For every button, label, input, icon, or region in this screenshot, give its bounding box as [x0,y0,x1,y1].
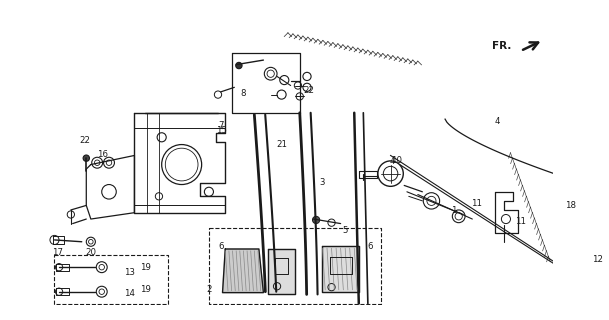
Text: 22: 22 [303,85,314,94]
Text: 8: 8 [241,89,246,98]
Text: FR.: FR. [492,42,512,52]
Text: 16: 16 [97,150,108,159]
Text: 3: 3 [320,178,325,187]
Text: 21: 21 [276,140,287,149]
Text: 7: 7 [218,121,224,130]
Text: 20: 20 [85,248,96,257]
Text: 19: 19 [140,285,151,294]
Text: 10: 10 [392,156,403,164]
Text: 6: 6 [218,242,224,251]
Text: 22: 22 [79,135,90,145]
Text: 17: 17 [52,248,63,257]
Polygon shape [268,249,295,294]
Text: 6: 6 [368,242,373,251]
Text: 12: 12 [592,255,603,264]
Text: 18: 18 [565,201,576,210]
Text: 11: 11 [515,217,526,226]
Text: 4: 4 [390,157,395,166]
Text: 4: 4 [494,117,499,126]
Circle shape [236,62,242,69]
Text: 14: 14 [124,289,135,298]
Text: 11: 11 [471,199,482,208]
Text: 19: 19 [140,263,151,272]
Circle shape [312,216,320,224]
Text: 5: 5 [342,226,348,235]
Polygon shape [322,246,359,292]
Text: 1: 1 [451,206,457,215]
Circle shape [83,155,90,161]
Text: 15: 15 [216,126,227,135]
Polygon shape [222,249,264,292]
Text: 2: 2 [206,285,212,294]
Text: 13: 13 [124,268,135,277]
